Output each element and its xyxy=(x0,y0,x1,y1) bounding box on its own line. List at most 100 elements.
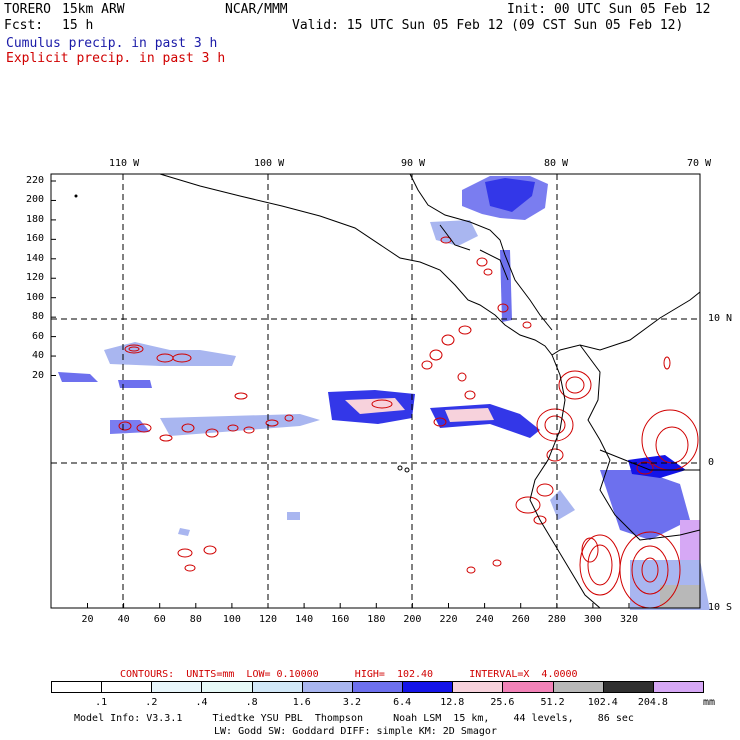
lat-label-10s: 10 S xyxy=(708,602,733,613)
colorbar-swatch xyxy=(652,681,704,693)
explicit-legend: Explicit precip. in past 3 h xyxy=(6,51,226,66)
organization: NCAR/MMM xyxy=(225,2,288,17)
colorbar-swatch xyxy=(51,681,103,693)
colorbar-swatch xyxy=(502,681,554,693)
x-tick-label: 260 xyxy=(511,614,530,625)
precip-honduras xyxy=(430,220,478,246)
colorbar-swatch xyxy=(201,681,253,693)
lon-label-70w: 70 W xyxy=(687,158,712,169)
colorbar-swatch xyxy=(301,681,353,693)
precip-amazon-4 xyxy=(680,520,700,560)
map-frame xyxy=(50,173,701,609)
y-tick-label: 100 xyxy=(26,291,45,303)
y-tick-label: 80 xyxy=(32,311,45,323)
x-tick-label: 200 xyxy=(403,614,422,625)
cumulus-legend: Cumulus precip. in past 3 h xyxy=(6,36,218,51)
colorbar-swatch xyxy=(602,681,654,693)
colorbar-label: .8 xyxy=(245,697,258,708)
precip-andes xyxy=(550,490,575,520)
colorbar-label: .2 xyxy=(145,697,158,708)
border-colombia xyxy=(579,344,701,541)
y-tick-label: 20 xyxy=(32,369,45,381)
contour-info: CONTOURS: UNITS=mm LOW= 0.10000 HIGH= 10… xyxy=(120,669,578,680)
y-tick-label: 120 xyxy=(26,272,45,284)
border-central-2 xyxy=(439,224,471,251)
border-central-1 xyxy=(479,249,509,281)
colorbar-swatch xyxy=(402,681,454,693)
lon-label-110w: 110 W xyxy=(109,158,140,169)
explicit-contours xyxy=(118,236,699,609)
colorbar-swatch xyxy=(251,681,303,693)
lat-label-10n: 10 N xyxy=(708,313,733,324)
galapagos-island xyxy=(397,465,403,471)
precip-band-coast-heavy xyxy=(445,408,494,422)
galapagos-island xyxy=(404,467,410,473)
precip-band-mid xyxy=(160,414,320,436)
lon-label-80w: 80 W xyxy=(544,158,569,169)
lat-label-0: 0 xyxy=(708,457,715,468)
axis-ticks xyxy=(51,180,630,608)
init-time: Init: 00 UTC Sun 05 Feb 12 xyxy=(507,2,711,17)
x-tick-label: 140 xyxy=(295,614,314,625)
y-tick-label: 160 xyxy=(26,233,45,245)
colorbar-label: 3.2 xyxy=(342,697,361,708)
precip-south-1 xyxy=(178,528,190,536)
colorbar-swatch xyxy=(552,681,604,693)
model-info: Model Info: V3.3.1 Tiedtke YSU PBL Thomp… xyxy=(74,713,634,724)
x-tick-label: 100 xyxy=(222,614,241,625)
y-tick-label: 40 xyxy=(32,350,45,362)
clipperton-island xyxy=(74,194,78,198)
y-tick-label: 60 xyxy=(32,330,45,342)
y-tick-label: 220 xyxy=(26,175,45,186)
valid-time: Valid: 15 UTC Sun 05 Feb 12 (09 CST Sun … xyxy=(292,18,684,33)
lat-lon-grid xyxy=(51,174,700,608)
colorbar-label: 12.8 xyxy=(440,697,465,708)
colorbar-swatch xyxy=(452,681,504,693)
x-tick-label: 320 xyxy=(620,614,639,625)
x-tick-label: 40 xyxy=(117,614,130,625)
y-tick-label: 200 xyxy=(26,194,45,206)
x-tick-label: 120 xyxy=(259,614,278,625)
y-tick-label: 180 xyxy=(26,213,45,225)
x-tick-label: 60 xyxy=(153,614,166,625)
model-name: TORERO xyxy=(4,2,51,17)
colorbar-label: 51.2 xyxy=(540,697,565,708)
colorbar-label: 102.4 xyxy=(587,697,618,708)
colorbar-label: .1 xyxy=(95,697,108,708)
precip-itcz-north xyxy=(104,342,236,366)
x-tick-label: 180 xyxy=(367,614,386,625)
precip-west-2 xyxy=(118,380,152,388)
colorbar-label: 6.4 xyxy=(393,697,412,708)
x-tick-label: 240 xyxy=(475,614,494,625)
coastline-caribbean xyxy=(409,173,553,331)
x-tick-label: 220 xyxy=(439,614,458,625)
forecast-hour: 15 h xyxy=(62,18,94,33)
border-ecuador xyxy=(599,449,700,471)
y-tick-label: 140 xyxy=(26,252,45,264)
lon-label-90w: 90 W xyxy=(401,158,426,169)
colorbar-label: 25.6 xyxy=(490,697,515,708)
forecast-label: Fcst: xyxy=(4,18,44,33)
coastline-south-america xyxy=(529,354,601,609)
precip-shading xyxy=(58,176,710,610)
precip-west-1 xyxy=(58,372,98,382)
colorbar-label: .4 xyxy=(195,697,208,708)
precip-caribbean-core xyxy=(485,178,535,212)
x-tick-label: 80 xyxy=(189,614,202,625)
x-tick-label: 20 xyxy=(81,614,94,625)
colorbar-swatch xyxy=(351,681,404,693)
model-resolution: 15km ARW xyxy=(62,2,125,17)
precip-amazon-1 xyxy=(600,470,690,540)
precip-south-2 xyxy=(287,512,300,520)
lon-label-100w: 100 W xyxy=(254,158,285,169)
x-tick-label: 280 xyxy=(547,614,566,625)
colorbar-unit: mm xyxy=(703,697,716,708)
coastline-pacific xyxy=(159,173,701,356)
x-tick-label: 160 xyxy=(331,614,350,625)
physics-info: LW: Godd SW: Goddard DIFF: simple KM: 2D… xyxy=(214,726,497,737)
colorbar-swatch xyxy=(101,681,153,693)
x-tick-label: 300 xyxy=(583,614,602,625)
coastlines xyxy=(74,173,701,609)
colorbar-swatch xyxy=(151,681,203,693)
